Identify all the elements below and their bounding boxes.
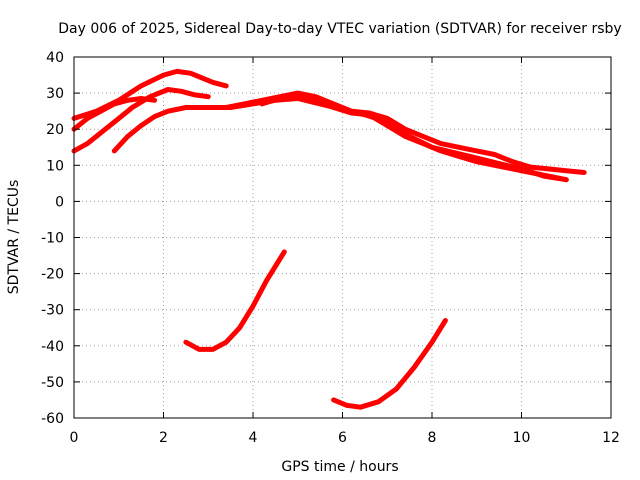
x-tick-label: 4	[249, 430, 258, 446]
grid-layer	[74, 57, 611, 418]
y-tick-label: -10	[41, 231, 64, 247]
series-line-arc-6	[259, 92, 569, 183]
series-layer	[71, 68, 587, 410]
x-tick-label: 8	[428, 430, 437, 446]
y-tick-label: -30	[41, 303, 64, 319]
y-tick-label: 20	[46, 122, 64, 138]
x-tick-label: 6	[338, 430, 347, 446]
y-tick-label: 40	[46, 50, 64, 66]
x-tick-label: 12	[602, 430, 620, 446]
series-line-arc-2	[71, 68, 229, 121]
y-tick-label: -50	[41, 375, 64, 391]
chart-title: Day 006 of 2025, Sidereal Day-to-day VTE…	[58, 21, 621, 37]
tick-layer: 0 2 4 6 8 10 12 -60 -50 -40 -30 -20 -10 0 10 20 30 40	[41, 50, 620, 446]
y-tick-label: -20	[41, 267, 64, 283]
y-tick-label: 10	[46, 158, 64, 174]
x-tick-label: 10	[513, 430, 531, 446]
y-axis-label: SDTVAR / TECUs	[6, 180, 22, 295]
x-tick-label: 0	[70, 430, 79, 446]
x-axis-label: GPS time / hours	[281, 459, 398, 475]
series-line-arc-3	[71, 87, 211, 154]
y-tick-label: 0	[55, 194, 64, 210]
series-line-arc-7	[183, 249, 287, 352]
series-line-arc-8	[331, 318, 448, 410]
x-tick-label: 2	[159, 430, 168, 446]
y-tick-label: -40	[41, 339, 64, 355]
y-tick-label: 30	[46, 86, 64, 102]
y-tick-label: -60	[41, 411, 64, 427]
